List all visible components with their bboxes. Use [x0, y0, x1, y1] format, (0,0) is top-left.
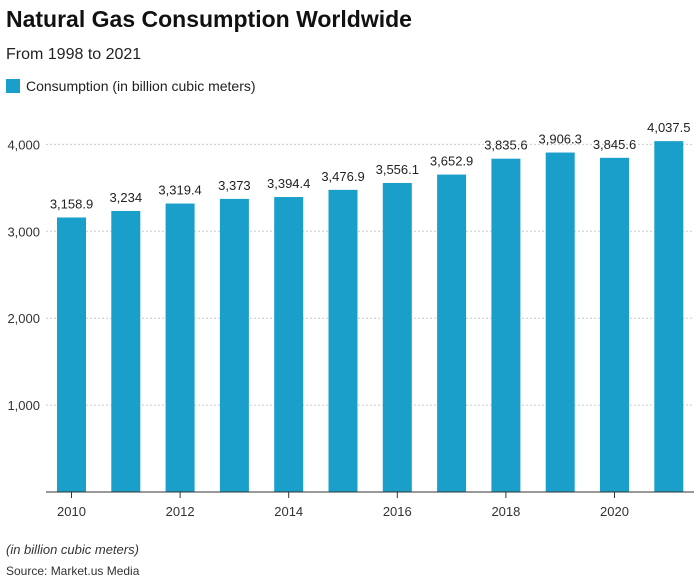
bar-2021 [654, 141, 684, 493]
data-label: 3,373 [218, 178, 251, 193]
y-tick-label: 4,000 [7, 137, 40, 152]
legend-swatch [6, 79, 20, 93]
data-label: 3,556.1 [376, 162, 419, 177]
bar-2017 [437, 174, 467, 492]
source-text: Source: Market.us Media [6, 564, 140, 578]
chart-subtitle: From 1998 to 2021 [6, 46, 142, 63]
y-tick-label: 1,000 [7, 398, 40, 413]
y-tick-label: 2,000 [7, 311, 40, 326]
legend: Consumption (in billion cubic meters) [6, 78, 256, 94]
bar-2016 [382, 182, 412, 492]
bar-2019 [545, 152, 575, 492]
data-label: 3,835.6 [484, 138, 527, 153]
bar-2013 [219, 198, 249, 493]
data-label: 4,037.5 [647, 120, 690, 135]
bar-2011 [111, 210, 141, 492]
x-tick-label: 2016 [383, 504, 412, 519]
data-label: 3,845.6 [593, 137, 636, 152]
data-label: 3,476.9 [321, 169, 364, 184]
data-label: 3,906.3 [539, 132, 582, 147]
data-label: 3,234 [110, 190, 143, 205]
x-tick-label: 2012 [166, 504, 195, 519]
x-tick-label: 2014 [274, 504, 303, 519]
bar-2020 [600, 157, 629, 492]
bar-2014 [274, 197, 304, 492]
data-label: 3,158.9 [50, 196, 93, 211]
data-label: 3,652.9 [430, 154, 473, 169]
x-tick-label: 2020 [600, 504, 629, 519]
unit-note: (in billion cubic meters) [6, 542, 139, 557]
data-label: 3,394.4 [267, 176, 310, 191]
legend-label: Consumption (in billion cubic meters) [26, 78, 256, 94]
bar-2015 [328, 189, 358, 492]
bar-2012 [165, 203, 195, 493]
bar-2010 [57, 217, 86, 493]
chart-title: Natural Gas Consumption Worldwide [6, 6, 412, 32]
data-label: 3,319.4 [158, 183, 201, 198]
x-tick-label: 2010 [57, 504, 86, 519]
bar-2018 [491, 158, 521, 493]
x-tick-label: 2018 [491, 504, 520, 519]
y-tick-label: 3,000 [7, 224, 40, 239]
